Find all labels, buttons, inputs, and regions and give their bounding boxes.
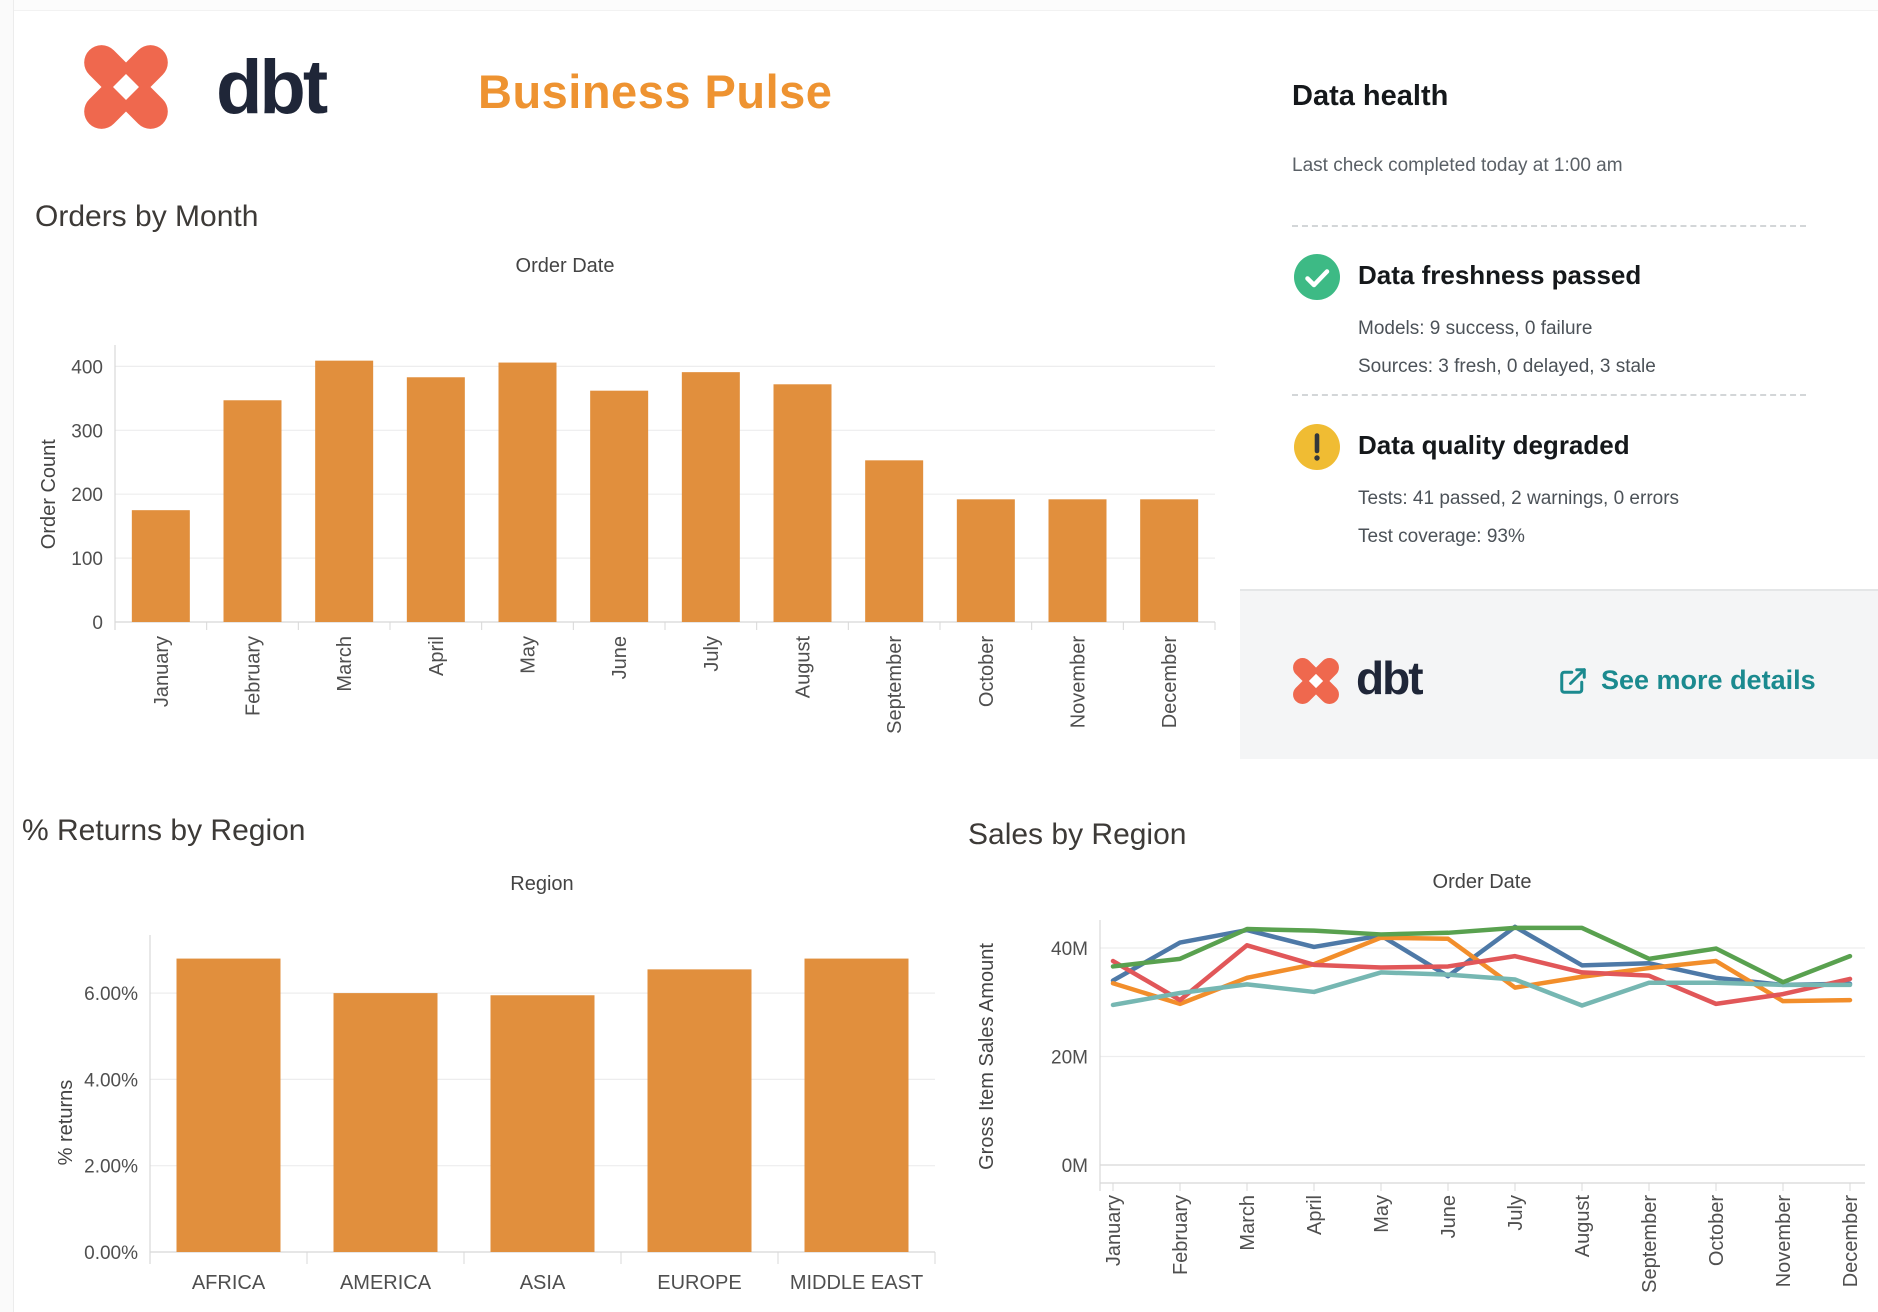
- y-tick-label: 100: [71, 549, 103, 570]
- x-category-label: January: [1103, 1195, 1125, 1266]
- see-more-details-label: See more details: [1601, 665, 1816, 695]
- dbt-logo-icon: [72, 36, 180, 138]
- y-axis-label: Order Count: [38, 439, 60, 549]
- divider: [1292, 394, 1806, 396]
- bar-april[interactable]: [406, 377, 465, 622]
- orders-chart-title: Orders by Month: [35, 200, 259, 233]
- bar-december[interactable]: [1140, 499, 1199, 622]
- x-category-label: July: [1505, 1195, 1527, 1231]
- x-category-label: June: [609, 636, 631, 679]
- sales-by-region-chart: 0M 20M 40M Order Date Gross Item Sales Amoun…: [976, 871, 1865, 1293]
- bar-america[interactable]: [333, 993, 438, 1252]
- x-category-label: ASIA: [520, 1272, 566, 1294]
- x-category-label: September: [884, 636, 906, 734]
- x-category-label: November: [1068, 636, 1090, 729]
- bar-september[interactable]: [865, 460, 924, 622]
- x-category-label: April: [426, 636, 448, 676]
- y-tick-label: 0: [92, 613, 103, 634]
- x-axis-title: Region: [510, 873, 573, 895]
- line-series-green[interactable]: [1110, 925, 1853, 985]
- data-health-subtitle: Last check completed today at 1:00 am: [1292, 155, 1623, 176]
- x-category-label: September: [1639, 1195, 1661, 1293]
- bar-july[interactable]: [681, 372, 740, 622]
- x-category-label: December: [1840, 1195, 1862, 1288]
- x-category-label: June: [1438, 1195, 1460, 1238]
- x-category-label: April: [1304, 1195, 1326, 1235]
- y-tick-label: 400: [71, 357, 103, 378]
- x-category-label: EUROPE: [657, 1272, 741, 1294]
- returns-by-region-chart: 0.00% 2.00% 4.00% 6.00% Region % returns AFRIC…: [55, 873, 936, 1294]
- bar-january[interactable]: [131, 510, 190, 622]
- x-category-label: August: [1572, 1195, 1594, 1258]
- bar-africa[interactable]: [176, 958, 281, 1252]
- x-category-label: March: [1237, 1195, 1259, 1251]
- divider: [1292, 225, 1806, 227]
- x-category-label: November: [1773, 1195, 1795, 1288]
- x-category-label: February: [1170, 1195, 1192, 1275]
- page-top-edge: [0, 0, 1878, 11]
- bar-october[interactable]: [956, 499, 1015, 622]
- line-series-teal[interactable]: [1110, 970, 1853, 1008]
- y-tick-label: 6.00%: [84, 984, 138, 1005]
- quality-status-title: Data quality degraded: [1358, 430, 1630, 460]
- dbt-logo-icon-small: [1288, 653, 1344, 709]
- orders-by-month-chart: 0 100 200 300 400 Order Date Order Count Januar…: [38, 255, 1216, 734]
- x-axis-title: Order Date: [516, 255, 615, 277]
- freshness-models-line: Models: 9 success, 0 failure: [1358, 318, 1593, 339]
- x-axis-title: Order Date: [1433, 871, 1532, 893]
- returns-chart-title: % Returns by Region: [22, 814, 306, 847]
- external-link-icon: [1560, 667, 1586, 694]
- check-circle-icon: [1294, 254, 1340, 300]
- x-category-label: May: [1371, 1195, 1393, 1233]
- page-left-edge: [0, 0, 14, 1312]
- y-tick-label: 0M: [1062, 1156, 1088, 1177]
- x-category-label: May: [518, 636, 540, 674]
- x-category-label: March: [334, 636, 356, 692]
- y-axis-label: % returns: [55, 1080, 77, 1166]
- quality-coverage-line: Test coverage: 93%: [1358, 526, 1525, 547]
- bar-august[interactable]: [773, 384, 832, 622]
- y-axis-label: Gross Item Sales Amount: [976, 943, 998, 1170]
- dbt-wordmark: dbt: [216, 45, 328, 130]
- x-category-label: July: [701, 636, 723, 672]
- bar-middle-east[interactable]: [804, 958, 909, 1252]
- data-health-footer: dbt See more details: [1240, 589, 1878, 759]
- dbt-wordmark-small: dbt: [1356, 652, 1424, 704]
- x-category-label: AFRICA: [192, 1272, 266, 1294]
- x-category-label: December: [1159, 636, 1181, 729]
- x-category-label: October: [976, 636, 998, 707]
- sales-chart-title: Sales by Region: [968, 818, 1187, 851]
- y-tick-label: 200: [71, 485, 103, 506]
- x-category-label: October: [1706, 1195, 1728, 1266]
- warning-circle-icon: [1294, 424, 1340, 470]
- freshness-status-title: Data freshness passed: [1358, 260, 1642, 290]
- bar-february[interactable]: [223, 400, 282, 622]
- y-tick-label: 2.00%: [84, 1157, 138, 1178]
- bar-may[interactable]: [498, 362, 557, 622]
- data-health-title: Data health: [1292, 80, 1449, 112]
- bar-november[interactable]: [1048, 499, 1107, 622]
- line-series-red[interactable]: [1110, 943, 1853, 1007]
- y-tick-label: 40M: [1051, 939, 1088, 960]
- y-tick-label: 20M: [1051, 1048, 1088, 1069]
- quality-tests-line: Tests: 41 passed, 2 warnings, 0 errors: [1358, 488, 1680, 509]
- x-category-label: February: [243, 636, 265, 716]
- bar-march[interactable]: [315, 360, 374, 622]
- x-category-label: January: [151, 636, 173, 707]
- y-tick-label: 300: [71, 421, 103, 442]
- y-tick-label: 4.00%: [84, 1070, 138, 1091]
- bar-europe[interactable]: [647, 969, 752, 1252]
- freshness-sources-line: Sources: 3 fresh, 0 delayed, 3 stale: [1358, 356, 1656, 377]
- x-category-label: AMERICA: [340, 1272, 432, 1294]
- y-tick-label: 0.00%: [84, 1243, 138, 1264]
- page-title: Business Pulse: [478, 65, 833, 118]
- x-category-label: MIDDLE EAST: [790, 1272, 923, 1294]
- bar-asia[interactable]: [490, 995, 595, 1252]
- bar-june[interactable]: [590, 390, 649, 622]
- x-category-label: August: [793, 636, 815, 699]
- see-more-details-link[interactable]: See more details: [1558, 665, 1816, 696]
